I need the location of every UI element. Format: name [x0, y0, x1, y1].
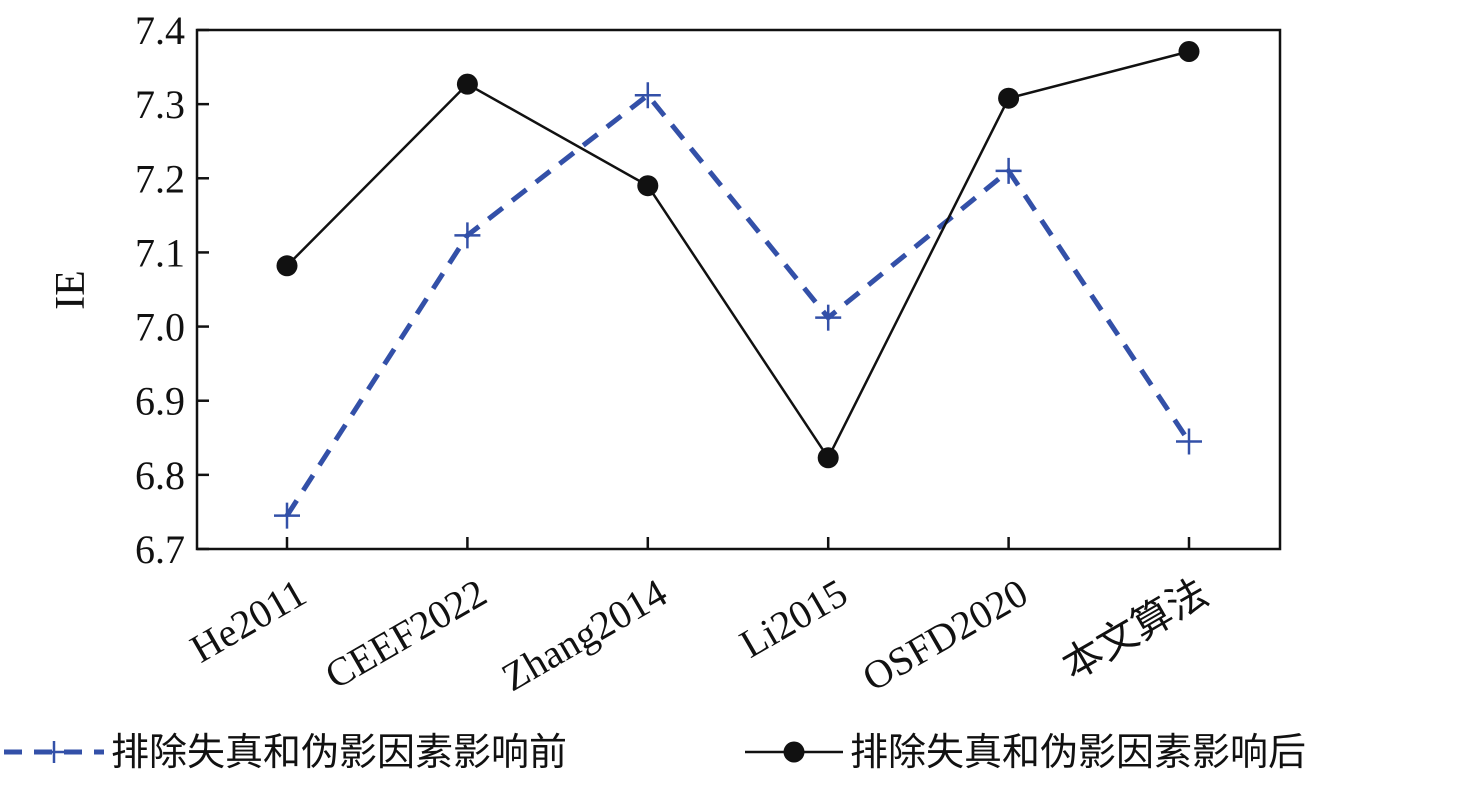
data-point: [1176, 428, 1202, 455]
data-point: [276, 255, 298, 277]
data-point: [817, 447, 839, 469]
series-layer: [274, 41, 1202, 529]
legend-item-before: [4, 741, 104, 763]
data-point: [995, 157, 1022, 184]
series-line: [284, 91, 1192, 517]
x-tick-label: He2011: [183, 570, 314, 672]
y-tick-label: 7.0: [135, 305, 185, 350]
y-axis-title: IE: [48, 270, 94, 310]
data-point: [454, 222, 481, 249]
x-tick-label: CEEF2022: [317, 570, 493, 698]
legend: 排除失真和伪影因素影响前 排除失真和伪影因素影响后: [4, 730, 1306, 774]
legend-item-after: [745, 741, 843, 763]
x-tick-label: Li2015: [732, 570, 855, 667]
legend-label-after: 排除失真和伪影因素影响后: [850, 730, 1306, 774]
data-point: [815, 304, 842, 331]
y-tick-label: 7.3: [135, 82, 185, 127]
data-point: [998, 87, 1020, 109]
y-tick-label: 6.7: [135, 527, 185, 572]
data-point: [1178, 41, 1200, 63]
y-tick-label: 7.4: [135, 8, 185, 53]
y-tick-label: 6.8: [135, 453, 185, 498]
data-point: [637, 175, 659, 197]
y-tick-label: 7.1: [135, 230, 185, 275]
data-point: [634, 82, 661, 109]
legend-swatch-marker: [783, 741, 805, 763]
plot-frame: [195, 28, 1282, 551]
x-tick-label: 本文算法: [1054, 570, 1215, 689]
x-axis: He2011 CEEF2022 Zhang2014 Li2015 OSFD2020 本文算…: [183, 537, 1216, 700]
series-line: [286, 50, 1190, 461]
y-tick-label: 7.2: [135, 156, 185, 201]
x-tick-label: OSFD2020: [855, 570, 1035, 700]
data-point: [274, 502, 300, 529]
x-tick-label: Zhang2014: [494, 570, 674, 700]
y-axis: 6.7 6.8 6.9 7.0 7.1 7.2 7.3 7.4: [135, 8, 209, 572]
y-tick-label: 6.9: [135, 379, 185, 424]
data-point: [456, 73, 478, 95]
legend-label-before: 排除失真和伪影因素影响前: [111, 730, 567, 774]
